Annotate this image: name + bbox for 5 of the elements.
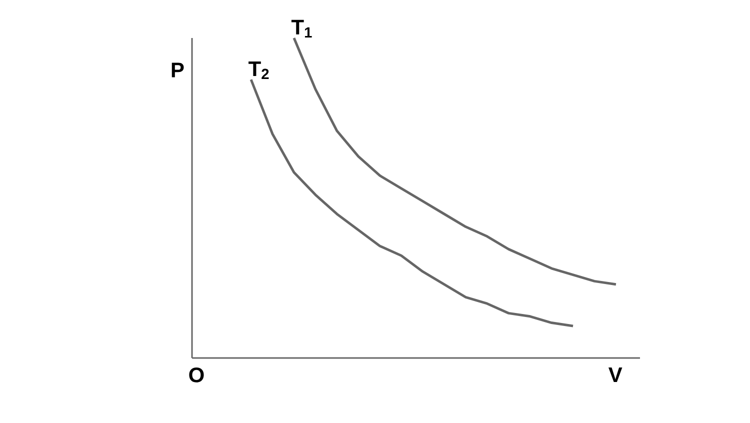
series-label: T$_{1}$ [291, 20, 312, 38]
series-label: T$_{2}$ [248, 61, 269, 80]
y-axis-title: P [172, 62, 184, 78]
text: O [189, 368, 204, 382]
x-axis-title: V [608, 368, 622, 382]
